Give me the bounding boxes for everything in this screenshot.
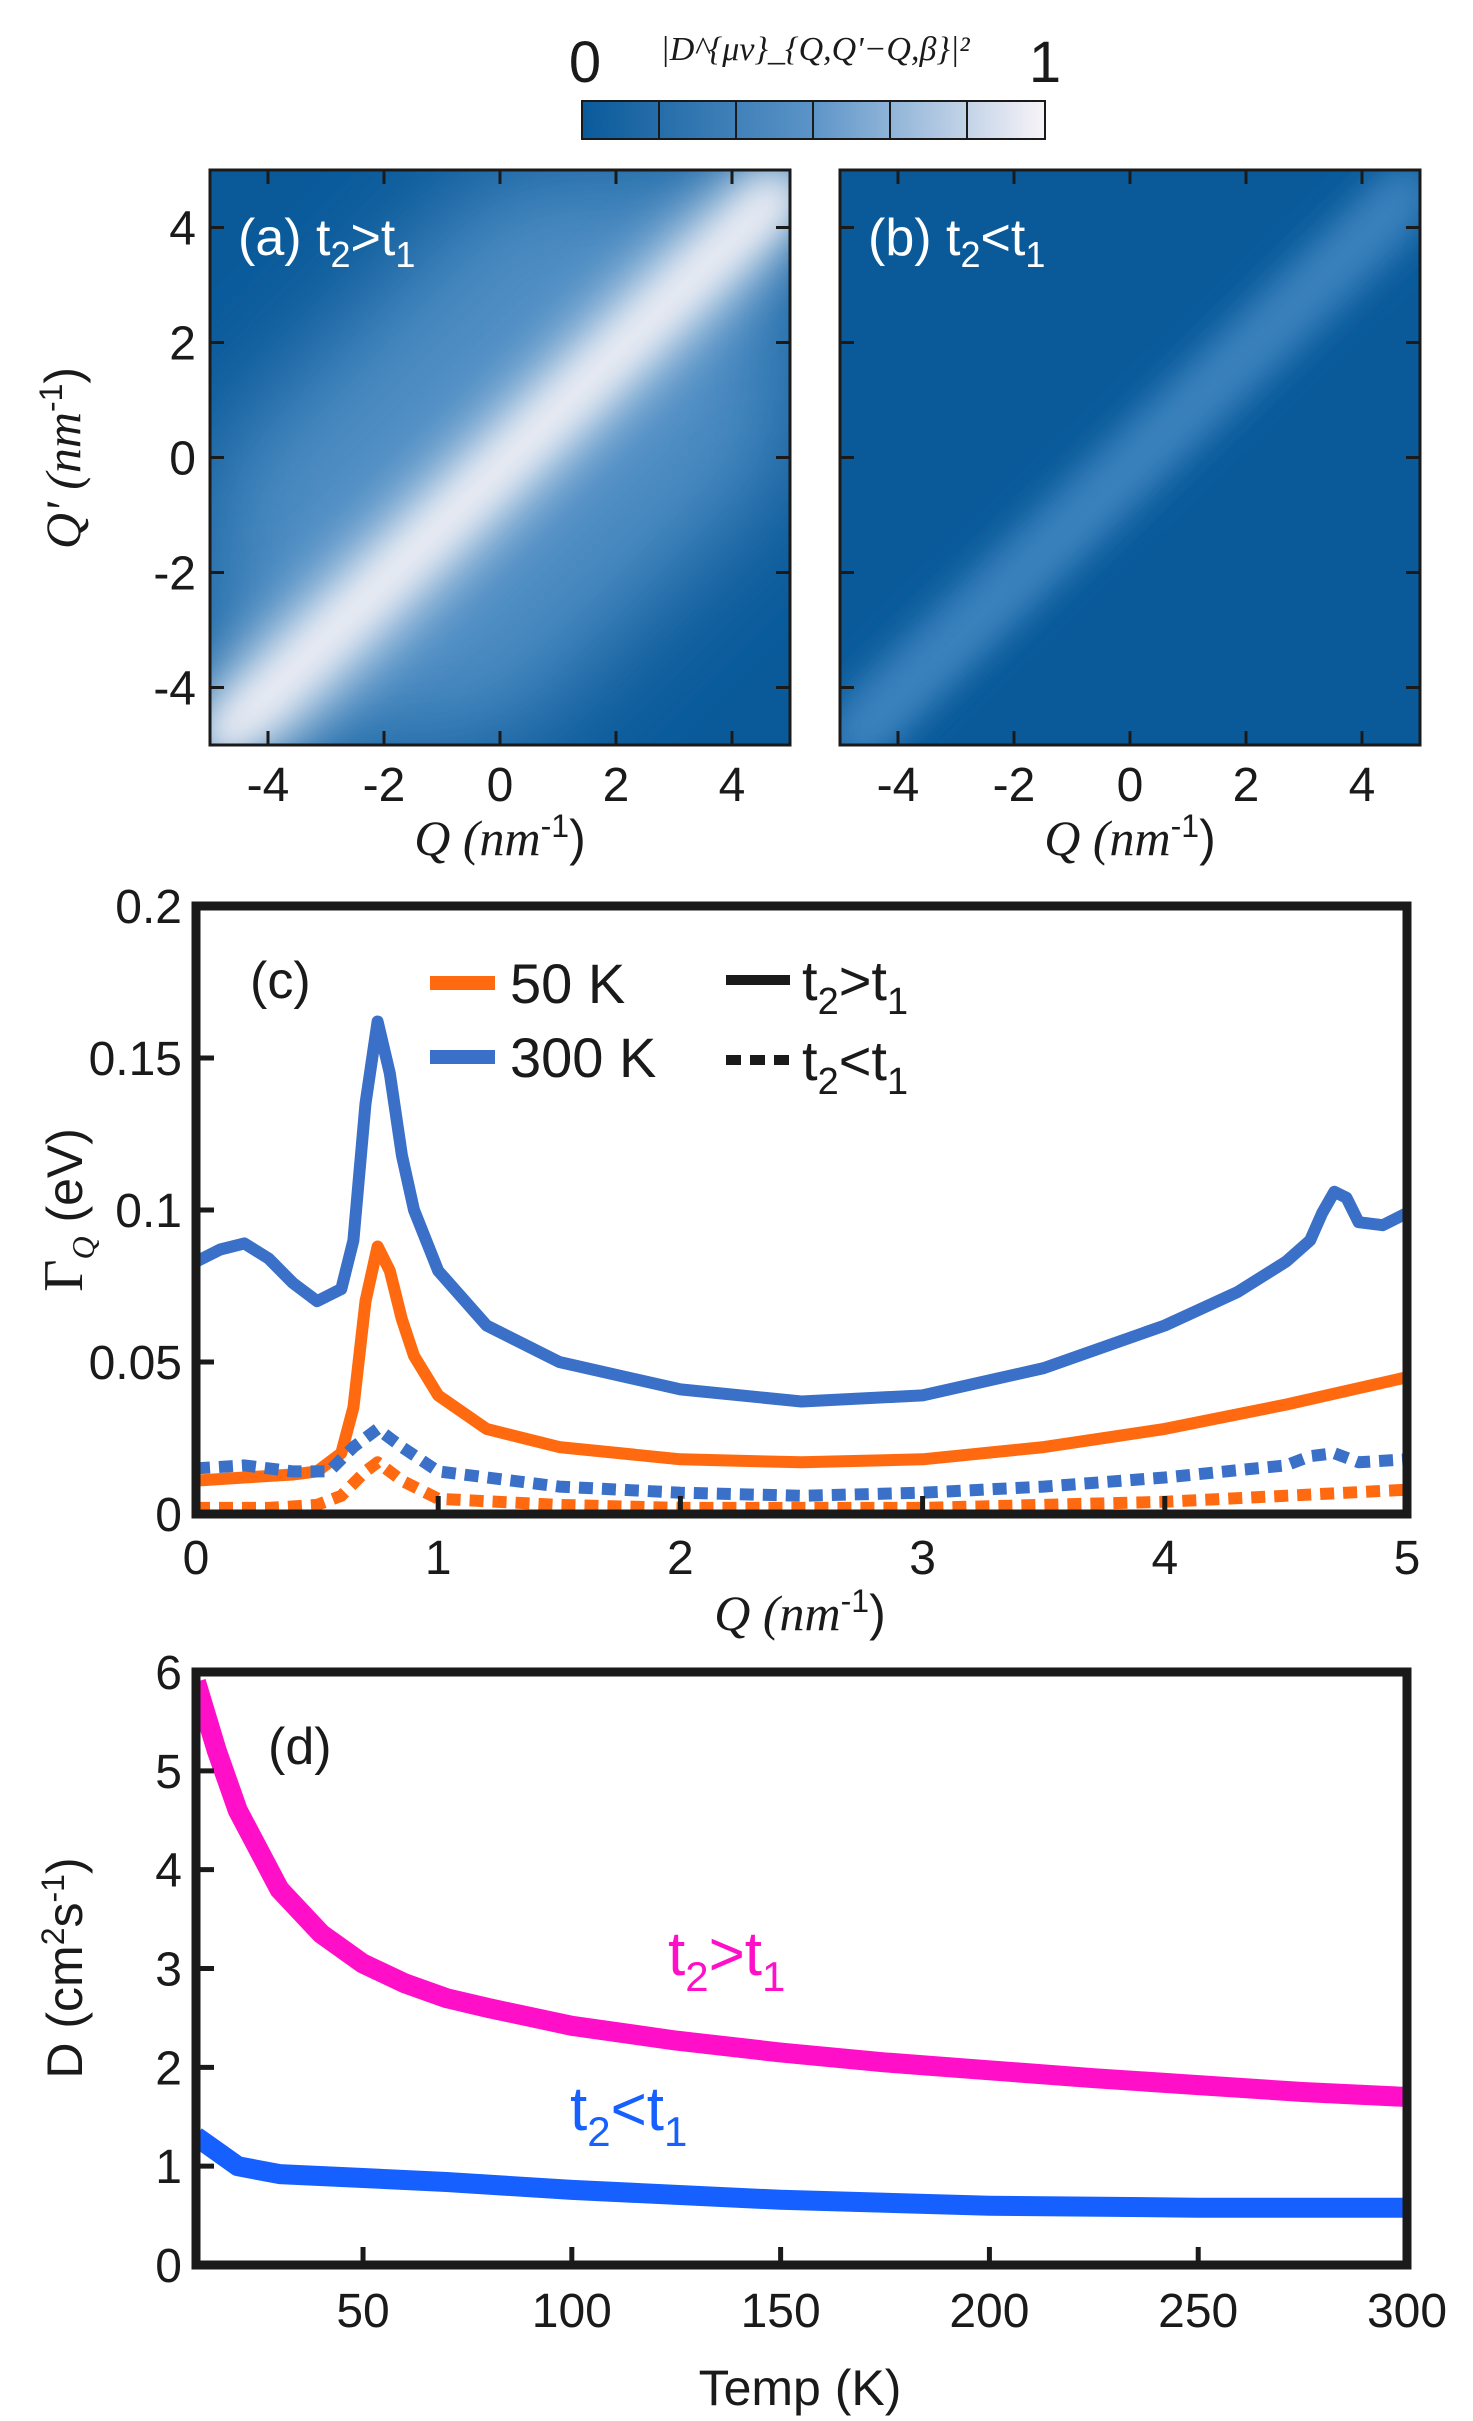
legend-label-solid: t2>t1	[802, 949, 908, 1023]
series-line-1	[196, 2128, 1407, 2218]
y-tick-label: 1	[155, 2141, 182, 2194]
xlabel-c: Q (nm-1)	[714, 1583, 885, 1641]
series-label-t2-gt-t1: t2>t1	[668, 1920, 785, 2000]
x-tick-label: -4	[247, 759, 290, 812]
ylabel-c: ΓQ (eV)	[33, 1128, 101, 1292]
series-c	[196, 1015, 1407, 1514]
x-tick-label: -2	[993, 759, 1036, 812]
x-tick-label: 300	[1367, 2285, 1447, 2338]
ticks-c: 0 1 2 3 4 5 0 0.05 0.1 0.15 0.2	[89, 881, 1421, 1585]
panel-label-a: (a) t2>t1	[238, 209, 415, 275]
x-tick-label: 150	[741, 2285, 821, 2338]
x-tick-label: 4	[1349, 759, 1376, 812]
heatmap-b	[840, 170, 1420, 745]
series-line-300K-solid	[196, 1015, 1407, 1408]
x-tick-label: 0	[183, 1532, 210, 1585]
y-tick-label: 6	[155, 1647, 182, 1700]
colorbar: 0 1 |D^{μν}_{Q,Q'−Q,β}|²	[569, 30, 1061, 140]
y-tick-label: -2	[153, 548, 196, 601]
x-tick-label: 250	[1158, 2285, 1238, 2338]
panel-label-c: (c)	[250, 952, 311, 1010]
heatmap-a	[210, 170, 790, 745]
colorbar-quantity-label: |D^{μν}_{Q,Q'−Q,β}|²	[660, 31, 970, 68]
x-tick-label: 0	[1117, 759, 1144, 812]
plot-bg-d	[196, 1672, 1407, 2265]
y-tick-label: 0	[169, 433, 196, 486]
panel-c: 0 1 2 3 4 5 0 0.05 0.1 0.15 0.2 (c) 50 K 300 K t2>…	[33, 881, 1420, 1641]
x-tick-label: 2	[603, 759, 630, 812]
plot-bg-c	[196, 906, 1407, 1514]
panel-b: -4 -2 0 2 4 (b) t2<t1 Q (nm-1)	[838, 168, 1422, 866]
panel-d: 50 100 150 200 250 300 0 1 2 3 4 5 6 (d) t2>t1 t2<t1…	[35, 1647, 1447, 2416]
ticks-b: -4 -2 0 2 4	[840, 170, 1420, 812]
y-tick-label: 2	[169, 318, 196, 371]
series-d	[196, 1679, 1407, 2218]
x-tick-label: 1	[425, 1532, 452, 1585]
series-line-50K-dashed	[196, 1456, 1407, 1514]
x-tick-label: 50	[336, 2285, 389, 2338]
y-tick-label: 0.05	[89, 1337, 182, 1390]
panel-a: -4 -2 0 2 4 -4 -2 0 2 4 (a) t2>t1 Q (nm-1) Q' (nm…	[33, 168, 792, 866]
y-tick-label: 4	[155, 1845, 182, 1898]
ylabel-d: D (cm2s-1)	[35, 1857, 93, 2078]
y-tick-label: 0.2	[115, 881, 182, 934]
x-tick-label: 4	[1151, 1532, 1178, 1585]
y-tick-label: 0	[155, 1489, 182, 1542]
xlabel-b: Q (nm-1)	[1044, 808, 1215, 866]
x-tick-label: 0	[487, 759, 514, 812]
xlabel-a: Q (nm-1)	[414, 808, 585, 866]
colorbar-ticks	[658, 101, 968, 139]
x-tick-label: 200	[949, 2285, 1029, 2338]
legend-label-50K: 50 K	[510, 952, 625, 1015]
ylabel-a: Q' (nm-1)	[33, 367, 91, 549]
y-tick-label: 0.15	[89, 1033, 182, 1086]
y-tick-label: 5	[155, 1746, 182, 1799]
x-tick-label: -4	[877, 759, 920, 812]
y-tick-label: -4	[153, 663, 196, 716]
series-line-0	[196, 1679, 1407, 2107]
y-tick-label: 0.1	[115, 1185, 182, 1238]
x-tick-label: 2	[667, 1532, 694, 1585]
series-line-300K-dashed	[196, 1422, 1407, 1502]
ticks-a: -4 -2 0 2 4 -4 -2 0 2 4	[153, 170, 790, 812]
series-line-50K-solid	[196, 1240, 1407, 1487]
x-tick-label: 4	[719, 759, 746, 812]
y-tick-label: 2	[155, 2042, 182, 2095]
x-tick-label: 3	[909, 1532, 936, 1585]
y-tick-label: 0	[155, 2240, 182, 2293]
x-tick-label: 100	[532, 2285, 612, 2338]
panel-label-b: (b) t2<t1	[868, 209, 1045, 275]
x-tick-label: -2	[363, 759, 406, 812]
x-tick-label: 5	[1394, 1532, 1421, 1585]
colorbar-min-label: 0	[569, 30, 601, 95]
ticks-d: 50 100 150 200 250 300 0 1 2 3 4 5 6	[155, 1647, 1447, 2338]
y-tick-label: 3	[155, 1944, 182, 1997]
legend-label-300K: 300 K	[510, 1026, 656, 1089]
y-tick-label: 4	[169, 203, 196, 256]
x-tick-label: 2	[1233, 759, 1260, 812]
xlabel-d: Temp (K)	[699, 2360, 902, 2416]
series-label-t2-lt-t1: t2<t1	[570, 2075, 687, 2155]
legend-label-dashed: t2<t1	[802, 1029, 908, 1103]
colorbar-max-label: 1	[1029, 30, 1061, 95]
legend-c: 50 K 300 K t2>t1 t2<t1	[430, 949, 908, 1103]
panel-label-d: (d)	[268, 1718, 332, 1776]
